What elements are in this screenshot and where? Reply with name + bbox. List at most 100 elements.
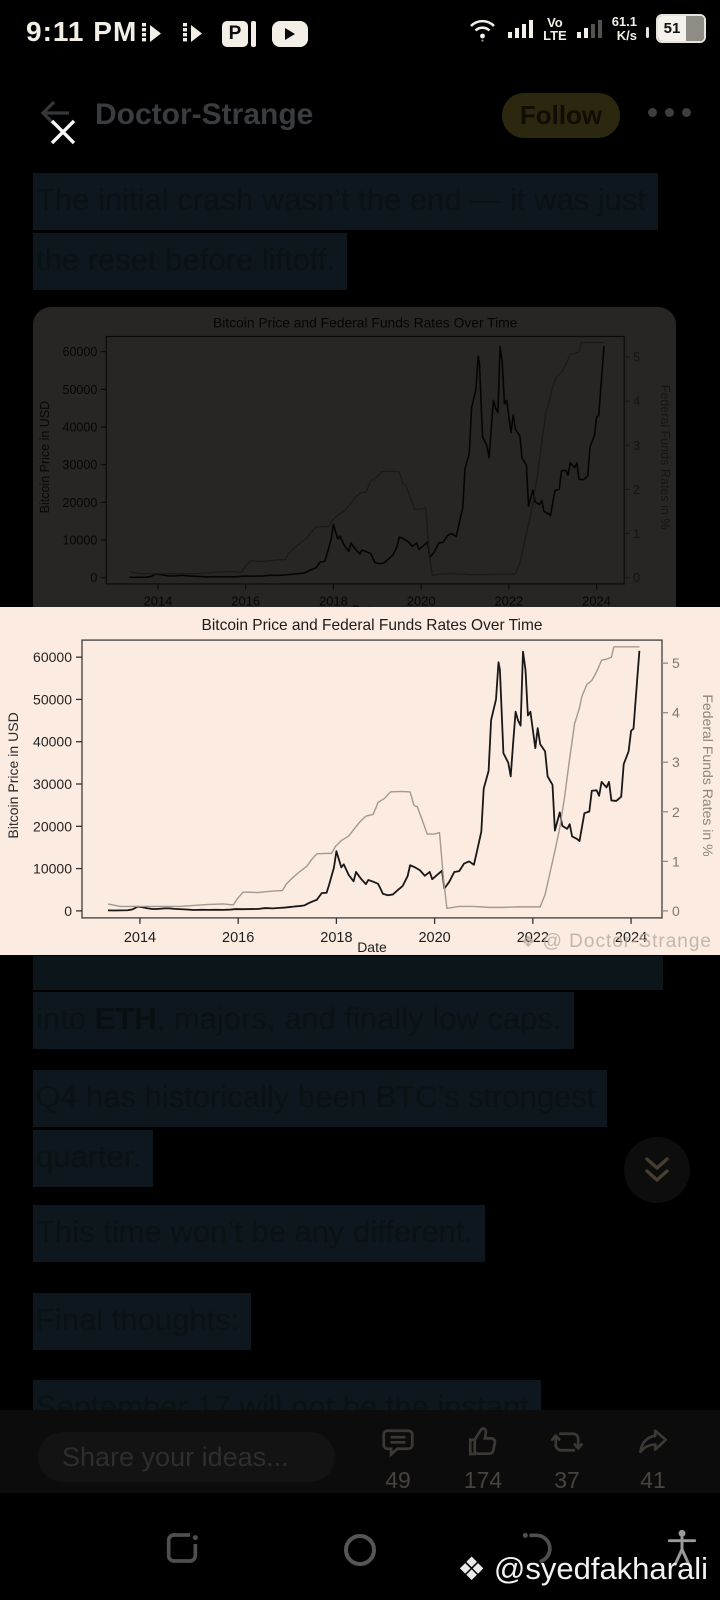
svg-text:Bitcoin Price in USD: Bitcoin Price in USD [38,401,52,514]
svg-text:2022: 2022 [494,593,523,607]
comments-count: 49 [385,1467,411,1493]
lightbox-image[interactable]: Bitcoin Price and Federal Funds Rates Ov… [0,607,720,955]
svg-text:5: 5 [672,655,680,671]
svg-text:2: 2 [633,483,640,497]
volte-indicator: Vo LTE [543,14,567,43]
share-button[interactable]: 41 [618,1424,688,1494]
svg-text:0: 0 [64,903,72,919]
svg-text:5: 5 [633,350,640,364]
svg-text:60000: 60000 [33,649,72,665]
svg-text:40000: 40000 [33,734,72,750]
battery-indicator: 51 [656,14,706,43]
svg-text:2016: 2016 [222,930,254,946]
svg-text:20000: 20000 [63,496,98,510]
battery-nub [646,26,649,38]
svg-text:Date: Date [352,603,378,607]
likes-count: 174 [463,1467,503,1493]
back-nav-icon[interactable] [516,1528,556,1568]
svg-text:2016: 2016 [231,593,260,607]
status-bar: 9:11 PM P Vo LTE 61.1 K/s 51 [0,0,720,64]
footer-watermark: ❖ @syedfakharali [457,1550,708,1588]
post-image-dimmed[interactable]: Bitcoin Price and Federal Funds Rates Ov… [33,307,676,607]
svg-text:Bitcoin Price and Federal Fund: Bitcoin Price and Federal Funds Rates Ov… [201,617,542,634]
repost-icon [550,1432,584,1452]
svg-text:30000: 30000 [63,458,98,472]
svg-text:3: 3 [672,754,680,770]
paragraph-line: quarter. [33,1130,154,1187]
svg-text:3: 3 [633,439,640,453]
paragraph-line: Final thoughts: [33,1293,252,1350]
svg-text:2022: 2022 [517,930,549,946]
paragraph-line: into ETH, majors, and finally low caps. [33,992,574,1049]
svg-text:2024: 2024 [582,593,611,607]
post-paragraph-3: Q4 has historically been BTC’s strongest… [33,1070,608,1190]
svg-text:4: 4 [633,395,640,409]
paragraph-line: Q4 has historically been BTC’s strongest [33,1070,608,1127]
image-watermark: ❖ @ Doctor-Strange [520,931,712,952]
double-chevron-down-icon [645,1157,669,1182]
signal-bars-sim1-icon [508,20,534,38]
post-paragraph-2: into ETH, majors, and finally low caps. [33,992,574,1052]
paragraph-line: The initial crash wasn’t the end — it wa… [33,173,658,230]
recents-nav-icon[interactable] [162,1528,202,1568]
youtube-notification-icon [272,20,308,47]
follow-button[interactable]: Follow [502,93,620,138]
post-paragraph-1: The initial crash wasn’t the end — it wa… [33,173,658,293]
more-options-icon[interactable] [648,108,691,117]
page-title: Doctor-Strange [95,98,314,131]
svg-text:2018: 2018 [320,930,352,946]
svg-text:20000: 20000 [33,818,72,834]
svg-text:10000: 10000 [33,861,72,877]
share-icon [639,1429,668,1454]
reposts-count: 37 [554,1467,580,1493]
svg-text:2024: 2024 [615,930,647,946]
svg-text:Federal Funds Rates in %: Federal Funds Rates in % [700,694,716,856]
svg-text:2020: 2020 [407,593,436,607]
thumbs-up-icon [468,1427,497,1456]
svg-text:0: 0 [90,571,97,585]
repost-button[interactable]: 37 [532,1424,602,1494]
video-app-icon [142,23,161,42]
svg-text:40000: 40000 [63,420,98,434]
home-nav-icon[interactable] [340,1530,380,1570]
svg-text:Bitcoin Price and Federal Fund: Bitcoin Price and Federal Funds Rates Ov… [213,315,518,331]
paragraph-line: This time won’t be any different. [33,1205,486,1262]
svg-text:60000: 60000 [63,345,98,359]
signal-bars-sim2-icon [576,20,602,38]
like-button[interactable]: 174 [448,1424,518,1494]
svg-text:0: 0 [672,903,680,919]
paragraph-line: the reset before liftoff. [33,233,348,290]
svg-text:0: 0 [633,571,640,585]
svg-text:Date: Date [357,939,387,955]
comments-button[interactable]: 49 [363,1424,433,1494]
watermark-handle: @syedfakharali [493,1551,708,1586]
diamond-icon: ❖ [520,934,537,951]
svg-text:10000: 10000 [63,533,98,547]
svg-text:Federal Funds Rates in %: Federal Funds Rates in % [658,385,672,530]
video-app-icon [183,23,202,42]
composer-placeholder: Share your ideas... [62,1441,289,1472]
comment-composer[interactable]: Share your ideas... [38,1432,335,1482]
svg-text:30000: 30000 [33,776,72,792]
shares-count: 41 [640,1467,666,1493]
svg-text:50000: 50000 [33,691,72,707]
comment-icon [382,1429,414,1458]
close-icon[interactable] [48,117,78,147]
svg-text:2: 2 [672,804,680,820]
svg-text:2020: 2020 [418,930,450,946]
svg-text:1: 1 [633,527,640,541]
network-speed: 61.1 K/s [611,13,637,43]
back-arrow-icon[interactable] [38,98,72,128]
svg-text:1: 1 [672,853,680,869]
system-navbar [0,1493,720,1600]
post-paragraph-clipped [33,956,663,990]
binance-diamond-icon: ❖ [457,1551,486,1587]
svg-text:2018: 2018 [319,593,348,607]
post-paragraph-4: This time won’t be any different. [33,1205,486,1265]
svg-text:2014: 2014 [124,930,156,946]
scroll-down-button[interactable] [624,1137,690,1203]
person-icon [667,1529,697,1566]
clock: 9:11 PM [26,16,138,47]
svg-text:Bitcoin Price in USD: Bitcoin Price in USD [5,712,21,838]
wifi-icon [470,19,496,42]
